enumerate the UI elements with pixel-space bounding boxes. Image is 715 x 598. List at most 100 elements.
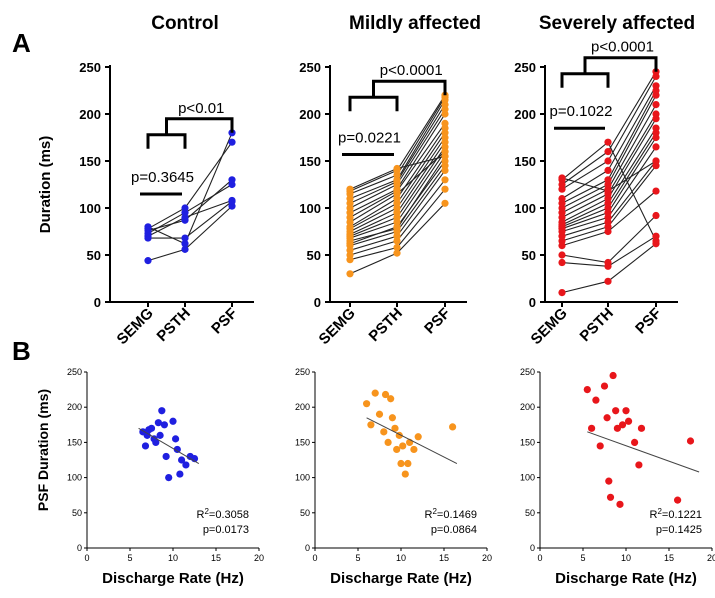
x-category-label: SEMG — [528, 305, 571, 348]
data-point — [652, 143, 660, 151]
data-point — [588, 424, 596, 432]
data-point — [652, 110, 660, 118]
x-axis-label: Discharge Rate (Hz) — [102, 570, 244, 587]
x-category-label: SEMG — [114, 305, 157, 348]
r-squared-value: =0.1469 — [437, 509, 477, 521]
data-point — [228, 138, 236, 146]
data-point — [603, 414, 611, 422]
chart-title: Control — [151, 13, 219, 34]
scatter-chart-2: 0 50 100 150 200 250 0 5 10 15 20 Discharge Rate (H… — [295, 367, 492, 587]
data-point — [387, 395, 395, 403]
y-axis-label: PSF Duration (ms) — [35, 389, 51, 511]
fit-line — [138, 427, 200, 464]
y-tick-label: 150 — [514, 154, 536, 169]
x-category-label: PSF — [421, 305, 454, 338]
data-point — [181, 245, 189, 253]
data-point — [228, 196, 236, 205]
y-tick-label: 150 — [67, 437, 82, 447]
y-tick-label: 250 — [295, 367, 310, 377]
data-point — [441, 176, 449, 184]
comparison-label: p<0.01 — [178, 100, 224, 117]
data-point — [622, 407, 630, 415]
r-squared-superscript: 2 — [657, 507, 662, 516]
data-point — [144, 257, 152, 265]
data-point — [604, 138, 612, 146]
x-category-label: PSF — [632, 305, 665, 338]
y-tick-label: 0 — [94, 295, 101, 310]
data-point — [399, 442, 407, 450]
data-point — [606, 493, 615, 501]
data-point — [441, 119, 449, 127]
x-tick-label: 15 — [439, 553, 449, 563]
data-point — [637, 424, 646, 432]
data-point — [388, 414, 396, 422]
data-point — [604, 187, 612, 195]
data-point — [441, 152, 449, 160]
data-point — [616, 500, 624, 508]
data-point — [558, 251, 566, 259]
x-tick-label: 0 — [312, 553, 317, 563]
y-tick-label: 150 — [520, 437, 535, 447]
y-tick-label: 100 — [295, 473, 310, 483]
comparison-bracket — [165, 117, 234, 135]
r-squared-value: =0.1221 — [662, 509, 702, 521]
scatter-chart-1: 0 50 100 150 200 250 0 5 10 15 20 Discharge Rate (H… — [35, 367, 264, 587]
panel-letter-a: A — [12, 28, 31, 58]
data-point — [401, 470, 409, 478]
x-category-label: PSTH — [154, 305, 194, 345]
chart-title: Severely affected — [539, 13, 695, 34]
subject-line — [147, 184, 233, 234]
data-point — [583, 386, 591, 394]
data-point — [178, 456, 186, 464]
data-point — [441, 199, 449, 207]
r-squared-prefix: R — [425, 509, 433, 521]
r-squared-prefix: R — [650, 509, 658, 521]
data-point — [143, 431, 151, 439]
y-tick-label: 0 — [77, 543, 82, 553]
data-point — [635, 461, 643, 469]
data-point — [391, 424, 399, 432]
subject-line — [147, 205, 233, 262]
x-tick-label: 5 — [355, 553, 360, 563]
y-tick-label: 250 — [514, 60, 536, 75]
y-tick-label: 150 — [79, 154, 101, 169]
data-point — [652, 237, 660, 245]
y-tick-label: 150 — [299, 154, 321, 169]
data-point — [384, 438, 392, 446]
r-squared-superscript: 2 — [432, 507, 437, 516]
data-point — [414, 433, 422, 441]
paired-chart-3: Severely affected 0 50 100 150 200 250 SEMG PSTH… — [514, 13, 695, 348]
y-tick-label: 50 — [307, 248, 321, 263]
data-point — [181, 204, 189, 212]
data-point — [558, 289, 566, 297]
data-point — [604, 157, 612, 165]
data-point — [160, 421, 168, 429]
data-point — [228, 176, 236, 184]
y-tick-label: 250 — [520, 367, 535, 377]
y-tick-label: 250 — [299, 60, 321, 75]
data-point — [393, 243, 401, 252]
fit-line — [366, 417, 458, 464]
y-tick-label: 50 — [522, 248, 536, 263]
y-tick-label: 0 — [305, 543, 310, 553]
data-point — [181, 216, 189, 224]
y-tick-label: 0 — [530, 543, 535, 553]
data-point — [380, 428, 388, 436]
x-category-label: SEMG — [316, 305, 359, 348]
x-tick-label: 15 — [664, 553, 674, 563]
data-point — [613, 424, 622, 432]
data-point — [604, 258, 612, 267]
y-tick-label: 100 — [520, 473, 535, 483]
x-tick-label: 10 — [168, 553, 178, 563]
y-tick-label: 50 — [300, 508, 310, 518]
data-point — [397, 459, 405, 468]
data-point — [367, 421, 375, 429]
data-point — [404, 459, 412, 468]
x-axis-label: Discharge Rate (Hz) — [555, 570, 697, 587]
r-squared-prefix: R — [197, 509, 205, 521]
data-point — [609, 371, 617, 380]
x-category-label: PSTH — [366, 305, 406, 345]
data-point — [393, 249, 401, 257]
